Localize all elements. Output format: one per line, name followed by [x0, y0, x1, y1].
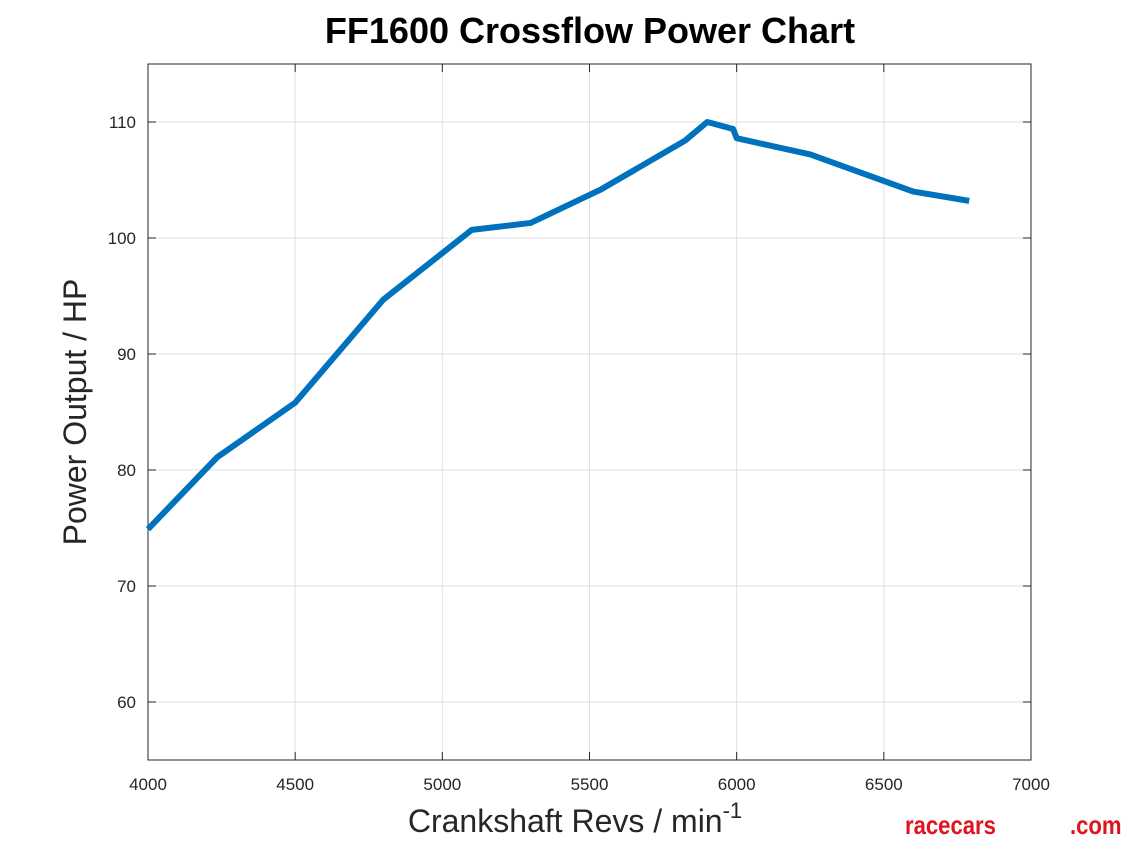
x-axis-label: Crankshaft Revs / min-1	[408, 798, 742, 839]
x-tick-label: 5500	[571, 775, 609, 794]
x-axis-label-superscript: -1	[723, 798, 743, 823]
x-axis-label-text: Crankshaft Revs / min	[408, 803, 723, 839]
x-tick-label: 5000	[423, 775, 461, 794]
chart-title: FF1600 Crossflow Power Chart	[325, 10, 855, 51]
y-tick-label: 80	[117, 461, 136, 480]
power-curve-line	[145, 119, 970, 532]
x-tick-label: 4000	[129, 775, 167, 794]
x-tick-label: 4500	[276, 775, 314, 794]
y-tick-label: 60	[117, 693, 136, 712]
y-tick-label: 90	[117, 345, 136, 364]
x-tick-label: 6000	[718, 775, 756, 794]
ticks: 4000 4500 5000 5500 6000 6500 7000 60 70 80 90 100 1…	[108, 64, 1050, 794]
watermark-com: .com	[1070, 810, 1122, 840]
x-tick-label: 7000	[1012, 775, 1050, 794]
x-tick-label: 6500	[865, 775, 903, 794]
y-tick-label: 110	[109, 113, 136, 132]
y-tick-label: 100	[108, 229, 136, 248]
y-axis-label: Power Output / HP	[57, 279, 93, 546]
data-points	[147, 121, 970, 530]
watermark-racecars: racecars	[905, 810, 996, 840]
y-tick-label: 70	[117, 577, 136, 596]
